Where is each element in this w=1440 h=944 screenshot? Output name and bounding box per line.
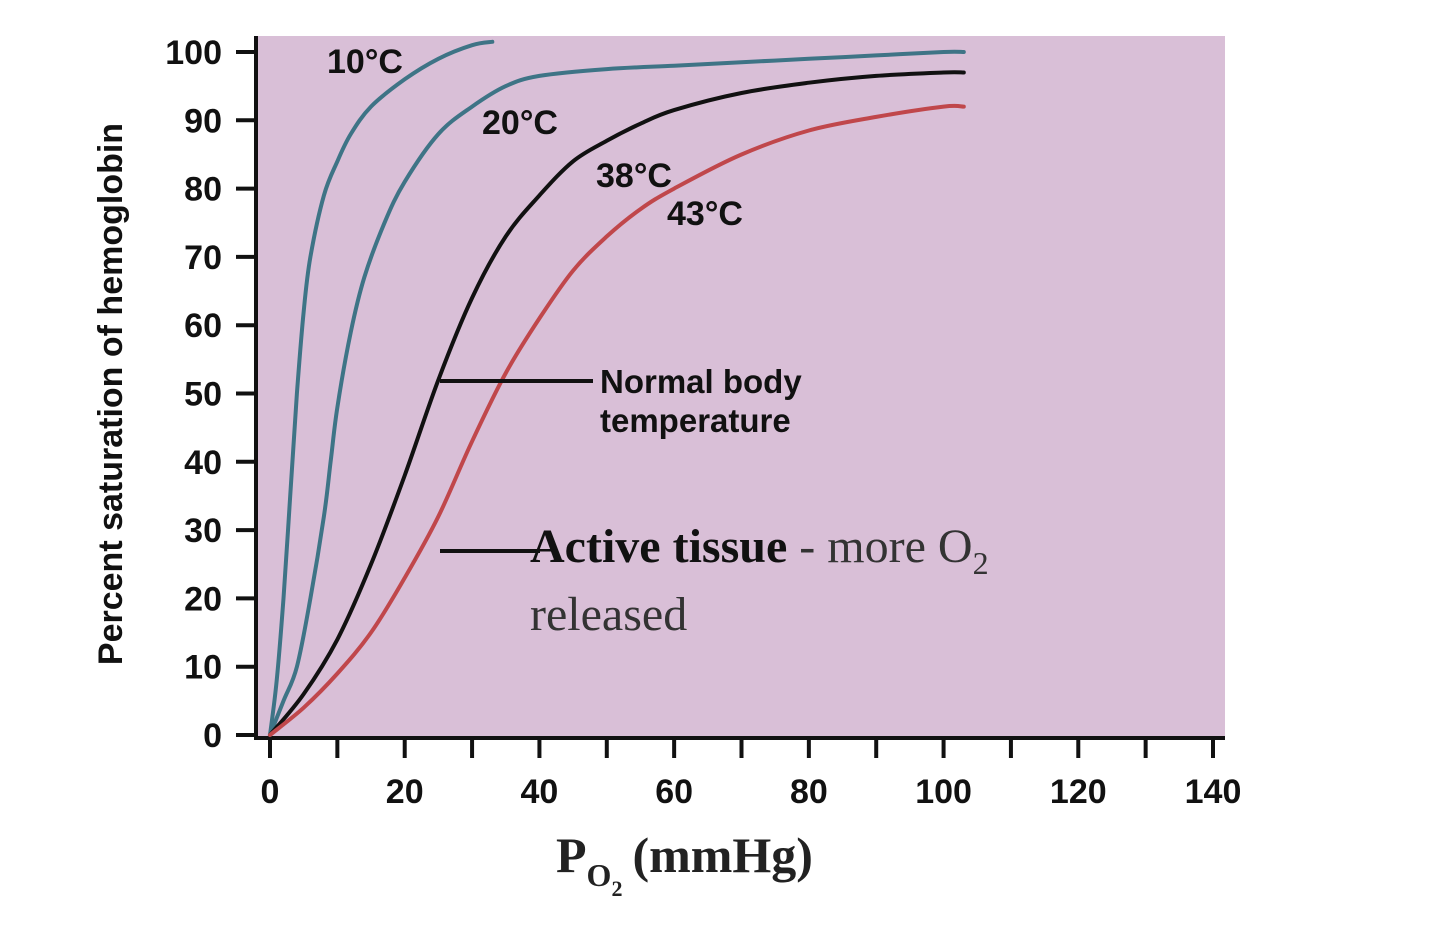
- curve-43c: [268, 103, 966, 737]
- y-tick-label: 10: [184, 649, 222, 687]
- y-tick-label: 50: [184, 376, 222, 414]
- active-tissue-more-o2: - more O: [787, 520, 972, 573]
- y-tick-label: 80: [184, 171, 222, 209]
- y-tick-label: 30: [184, 512, 222, 550]
- y-ticks: 0 10 20 30 40 50 60 70 80 90 100: [165, 34, 256, 755]
- x-tick-label: 0: [261, 773, 280, 811]
- curve-label-20c: 20°C: [482, 104, 558, 142]
- curve-label-43c: 43°C: [667, 195, 743, 233]
- curve-label-10c: 10°C: [327, 43, 403, 81]
- active-tissue-o2-subscript: 2: [973, 545, 989, 581]
- x-axis-title-o: O: [587, 857, 612, 893]
- y-tick-label: 60: [184, 307, 222, 345]
- curves: [268, 39, 966, 737]
- y-tick-label: 90: [184, 102, 222, 140]
- active-tissue-bold: Active tissue: [530, 520, 787, 573]
- curve-38c: [268, 70, 966, 737]
- x-tick-label: 140: [1185, 773, 1242, 811]
- y-tick-label: 0: [203, 717, 222, 755]
- y-axis-title: Percent saturation of hemoglobin: [92, 123, 130, 665]
- x-tick-label: 120: [1050, 773, 1107, 811]
- normal-temp-label-line2: temperature: [600, 402, 791, 439]
- x-tick-label: 40: [521, 773, 559, 811]
- normal-temp-label-line1: Normal body: [600, 363, 802, 400]
- y-tick-label: 100: [165, 34, 222, 72]
- curve-label-38c: 38°C: [596, 157, 672, 195]
- x-tick-label: 100: [915, 773, 972, 811]
- curve-10c: [268, 39, 495, 737]
- y-tick-label: 40: [184, 444, 222, 482]
- active-tissue-released: released: [530, 588, 687, 641]
- x-ticks: 0 20 40 60 80 100 120 140: [261, 738, 1242, 811]
- x-axis-title-p: P: [556, 827, 587, 883]
- x-axis-title-2: 2: [611, 876, 622, 901]
- x-tick-label: 60: [655, 773, 693, 811]
- y-tick-label: 70: [184, 239, 222, 277]
- x-tick-label: 20: [386, 773, 424, 811]
- y-tick-label: 20: [184, 580, 222, 618]
- x-tick-label: 80: [790, 773, 828, 811]
- curve-20c: [268, 49, 966, 737]
- x-axis-title-unit: (mmHg): [632, 827, 813, 883]
- x-axis-title: PO2 (mmHg): [556, 827, 813, 901]
- active-tissue-label: Active tissue - more O2: [530, 520, 989, 581]
